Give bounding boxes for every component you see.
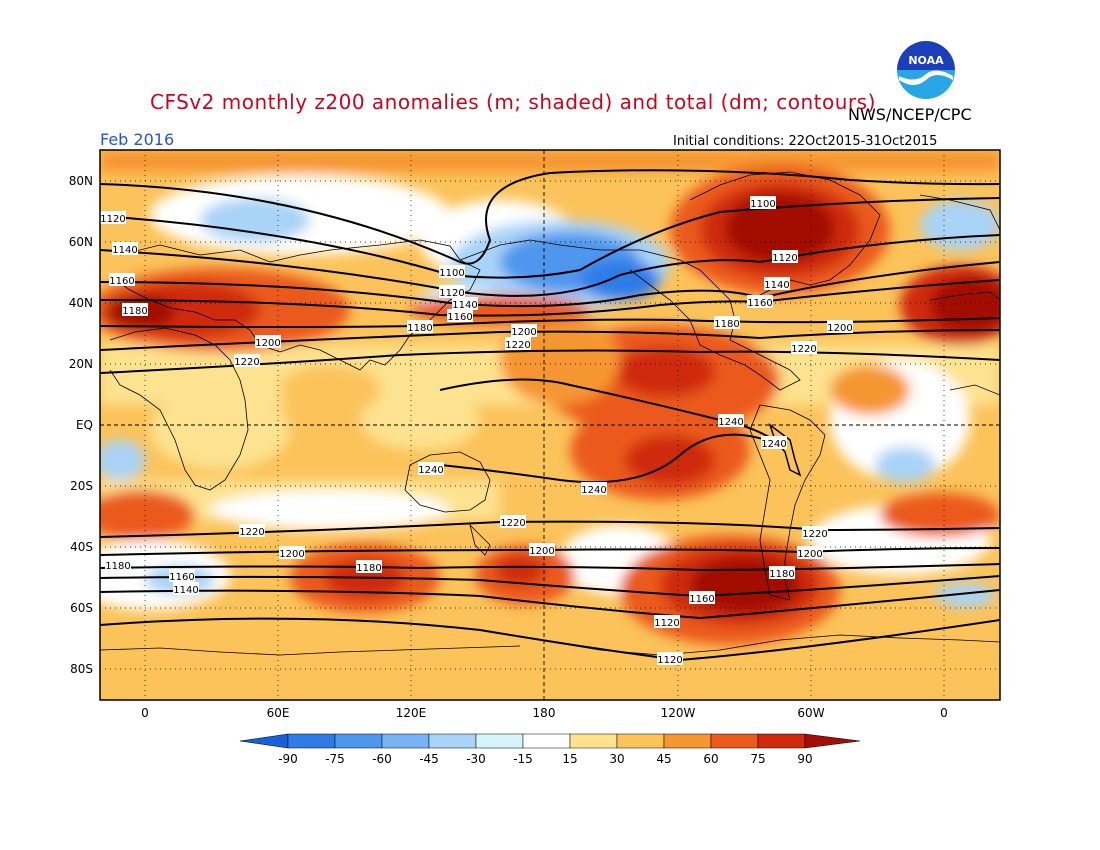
contour-label-1180: 1180 <box>122 306 147 317</box>
lat-label-20n: 20N <box>68 357 93 371</box>
lon-label-0: 0 <box>141 706 149 720</box>
lon-label-120e: 120E <box>395 706 427 720</box>
lat-label-60n: 60N <box>68 235 93 249</box>
equator-and-dateline <box>100 150 1000 700</box>
legend-label: -90 <box>278 752 298 766</box>
contour-label-1220: 1220 <box>234 357 259 368</box>
contour-labels: 1100 1100 1120 1120 1120 1120 1120 1140 … <box>100 196 853 666</box>
forecast-month: Feb 2016 <box>100 130 175 149</box>
legend-arrow-low <box>239 733 289 749</box>
contour-label-1140-pacific: 1140 <box>452 300 477 311</box>
legend-swatch <box>428 733 477 749</box>
height-contours <box>100 169 1000 662</box>
contour-label-1200-atlantic-south: 1200 <box>797 549 822 560</box>
legend-label: 75 <box>750 752 766 766</box>
lat-label-60s: 60S <box>70 601 93 615</box>
contour-label-1180-south: 1180 <box>105 561 130 572</box>
contour-label-1220-south: 1220 <box>239 527 264 538</box>
contour-label-1200-atlantic: 1200 <box>827 323 852 334</box>
contour-label-1140-america: 1140 <box>764 280 789 291</box>
contour-label-1160-pacific: 1160 <box>447 312 472 323</box>
lat-label-40s: 40S <box>70 540 93 554</box>
contour-label-1160-america: 1160 <box>747 298 772 309</box>
color-legend <box>239 733 861 749</box>
noaa-logo: NOAA <box>896 40 956 100</box>
contour-label-1240: 1240 <box>418 465 443 476</box>
contour-label-1120-south: 1120 <box>654 618 679 629</box>
contour-label-1200-south: 1200 <box>279 549 304 560</box>
contour-label-1240-east: 1240 <box>718 417 743 428</box>
contour-label-1140: 1140 <box>112 245 137 256</box>
legend-label: -15 <box>513 752 533 766</box>
contour-label-1200: 1200 <box>255 338 280 349</box>
legend-label: 45 <box>656 752 672 766</box>
legend-swatch <box>522 733 571 749</box>
lon-label-0-east: 0 <box>940 706 948 720</box>
coastlines <box>100 171 1000 656</box>
contour-label-1180-atlantic: 1180 <box>769 569 794 580</box>
contour-label-1140-south: 1140 <box>173 585 198 596</box>
lat-label-eq: EQ <box>75 418 93 432</box>
legend-swatch <box>287 733 336 749</box>
legend-swatch <box>334 733 383 749</box>
legend-swatch <box>381 733 430 749</box>
contour-label-1240-andes: 1240 <box>761 439 786 450</box>
contour-label-1240-south: 1240 <box>581 485 606 496</box>
lon-label-180: 180 <box>532 706 556 720</box>
legend-label: -30 <box>466 752 486 766</box>
legend-label: -75 <box>325 752 345 766</box>
contour-label-1200-pacific-south: 1200 <box>529 546 554 557</box>
lat-label-20s: 20S <box>70 479 93 493</box>
contour-label-1120-antarctic: 1120 <box>657 655 682 666</box>
lat-label-80s: 80S <box>70 662 93 676</box>
lon-label-60w: 60W <box>797 706 825 720</box>
contour-label-1180-america: 1180 <box>714 319 739 330</box>
contour-label-1220-pacific: 1220 <box>505 340 530 351</box>
contour-label-1220-atlantic-south: 1220 <box>802 529 827 540</box>
legend-swatch <box>569 733 618 749</box>
legend-swatch <box>757 733 806 749</box>
chart-title: CFSv2 monthly z200 anomalies (m; shaded)… <box>150 90 876 114</box>
contour-label-1220-pacific-south: 1220 <box>500 518 525 529</box>
legend-label: -45 <box>419 752 439 766</box>
legend-label: 90 <box>797 752 813 766</box>
map-frame <box>99 149 1001 701</box>
legend-arrow-high <box>804 733 861 749</box>
legend-swatch <box>475 733 524 749</box>
legend-label: 60 <box>703 752 719 766</box>
lon-label-120w: 120W <box>660 706 696 720</box>
lat-label-80n: 80N <box>68 174 93 188</box>
contour-label-1200-pacific: 1200 <box>511 327 536 338</box>
contour-label-1180-indian: 1180 <box>356 563 381 574</box>
contour-label-1160: 1160 <box>109 276 134 287</box>
agency-credit: NWS/NCEP/CPC <box>848 105 972 124</box>
contour-label-1180-asia: 1180 <box>407 323 432 334</box>
legend-label: 30 <box>609 752 625 766</box>
contour-label-1120-america: 1120 <box>772 253 797 264</box>
legend-swatch <box>710 733 759 749</box>
contour-label-1160-pacific-south: 1160 <box>689 594 714 605</box>
contour-label-1100: 1100 <box>750 199 775 210</box>
contour-label-1120-pacific: 1120 <box>439 288 464 299</box>
contour-label-1120: 1120 <box>100 214 125 225</box>
legend-swatch <box>663 733 712 749</box>
contour-label-1100-pacific: 1100 <box>439 268 464 279</box>
lat-label-40n: 40N <box>68 296 93 310</box>
legend-label: 15 <box>562 752 578 766</box>
legend-swatch <box>616 733 665 749</box>
contour-label-1160-south: 1160 <box>169 572 194 583</box>
logo-lettering: NOAA <box>908 54 944 67</box>
initial-conditions: Initial conditions: 22Oct2015-31Oct2015 <box>673 134 938 149</box>
contour-label-1220-atlantic: 1220 <box>791 344 816 355</box>
legend-label: -60 <box>372 752 392 766</box>
lon-label-60e: 60E <box>266 706 290 720</box>
